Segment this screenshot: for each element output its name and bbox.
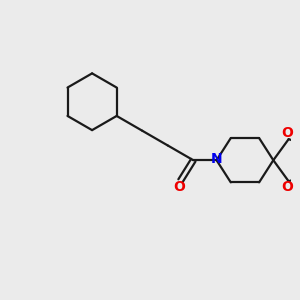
Text: O: O — [281, 127, 293, 140]
Text: N: N — [211, 152, 223, 166]
Text: O: O — [281, 180, 293, 194]
Text: O: O — [173, 180, 185, 194]
